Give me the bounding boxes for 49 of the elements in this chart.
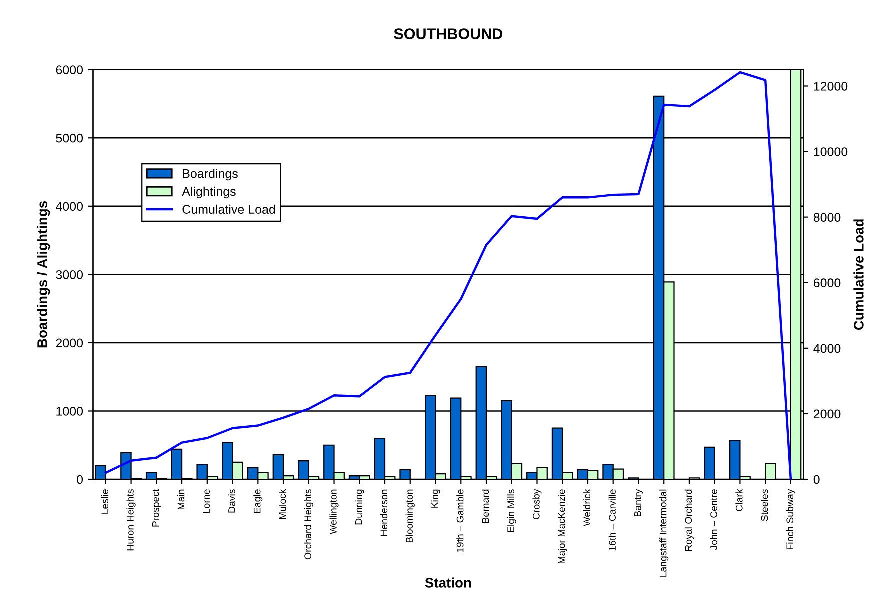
x-tick-label: Finch Subway [786, 489, 796, 550]
x-tick-label: 16th – Carville [608, 490, 616, 551]
y2-tick-label: 10000 [814, 148, 848, 156]
y-tick-label: 5000 [56, 134, 84, 143]
x-tick-label: Bloomington [406, 490, 415, 542]
x-tick-label: Crosby [532, 489, 542, 520]
x-tick-label: Royal Orchard [684, 490, 694, 552]
y2-tick-label: 8000 [814, 213, 841, 222]
y-tick-label: 0 [77, 475, 84, 484]
y2-tick-label: 0 [814, 475, 820, 484]
x-tick-label: Davis [228, 490, 236, 513]
x-tick-label: Huron Heights [126, 490, 136, 551]
x-tick-label: Prospect [152, 489, 162, 527]
y-axis-title: Boardings / Alightings [37, 201, 50, 348]
x-tick-label: King [431, 490, 440, 508]
y2-axis-title: Cumulative Load [854, 220, 864, 330]
x-tick-label: Bantry [634, 489, 644, 517]
x-tick-label: Elgin Mills [507, 490, 516, 532]
x-axis-title: Station [425, 578, 472, 588]
y-tick-label: 1000 [56, 407, 84, 416]
legend-label: Boardings [183, 169, 238, 181]
x-tick-label: Bernard [482, 490, 490, 524]
x-tick-label: Dunning [355, 490, 364, 525]
x-tick-label: Major MacKenzie [558, 490, 568, 564]
x-tick-label: 19th – Gamble [456, 490, 464, 552]
y2-tick-label: 4000 [814, 344, 841, 354]
y2-tick-label: 6000 [814, 278, 841, 288]
y-tick-label: 6000 [56, 66, 84, 75]
x-tick-label: Clark [736, 489, 743, 512]
x-tick-label: Main [178, 490, 185, 510]
x-tick-label: Mulock [278, 489, 286, 520]
x-tick-label: Wellington [330, 490, 339, 534]
legend-label: Alightings [182, 186, 236, 199]
y-tick-label: 4000 [56, 202, 84, 212]
y-tick-label: 2000 [56, 338, 84, 348]
y-tick-label: 3000 [56, 270, 84, 280]
chart-title: SOUTHBOUND [394, 28, 503, 40]
x-tick-label: John – Centre [710, 490, 718, 550]
x-tick-label: Henderson [380, 490, 388, 536]
x-tick-label: Eagle [254, 490, 263, 514]
y2-tick-label: 12000 [814, 82, 848, 91]
x-tick-label: Steeles [761, 490, 768, 522]
legend-label: Cumulative Load [182, 204, 276, 214]
x-tick-label: Orchard Heights [304, 490, 314, 560]
y2-tick-label: 2000 [814, 410, 841, 419]
x-tick-label: Weldrick [583, 489, 591, 526]
x-tick-label: Lorne [203, 490, 210, 514]
x-tick-label: Langstaff Intermodal [660, 490, 669, 577]
x-tick-label: Leslie [101, 490, 109, 514]
